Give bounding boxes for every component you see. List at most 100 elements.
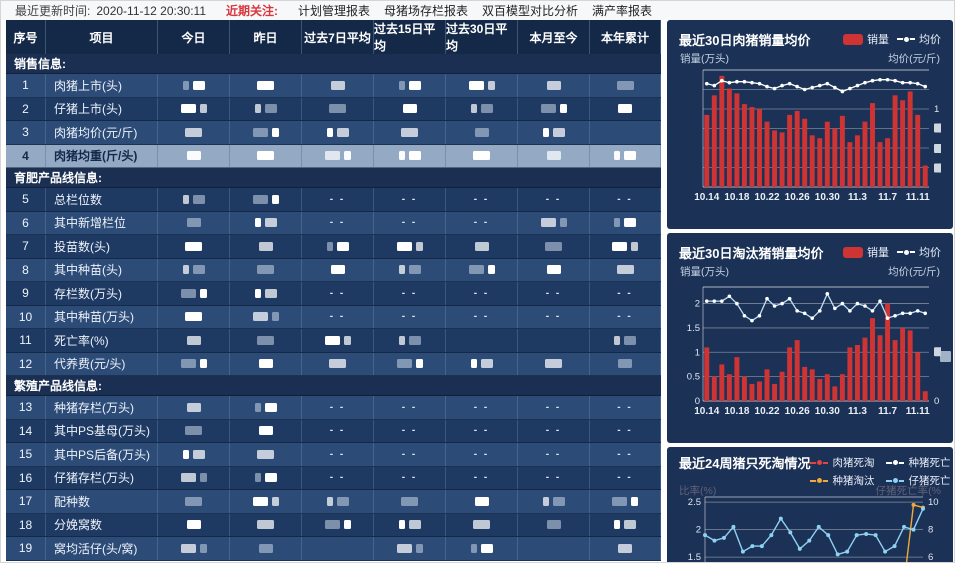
topbar-link[interactable]: 双百模型对比分析 <box>482 4 579 18</box>
table-row[interactable]: 8 其中种苗(头) <box>6 258 661 282</box>
topbar-link[interactable]: 母猪场存栏报表 <box>384 4 469 18</box>
redacted-value-block <box>336 496 349 506</box>
legend-item[interactable]: 仔猪死亡 <box>886 473 950 488</box>
row-name: 其中种苗(头) <box>46 258 158 281</box>
table-row[interactable]: 12 代养费(元/头) <box>6 352 661 376</box>
table-row[interactable]: 15 其中PS后备(万头) - - - - - - - - - - <box>6 443 661 467</box>
row-name: 配种数 <box>46 490 158 513</box>
redacted-value-block <box>185 312 202 322</box>
data-cell <box>230 258 302 281</box>
table-row[interactable]: 4 肉猪均重(斤/头) <box>6 144 661 168</box>
legend-label: 仔猪死亡 <box>908 475 951 487</box>
data-cell <box>230 396 302 419</box>
chart-panel-death-cull: 最近24周猪只死淘情况 肉猪死淘 种猪死亡 种猪淘汰 仔猪死亡 比率(%) 仔猪死亡率… <box>667 447 953 563</box>
no-data-dash: - - <box>329 401 346 413</box>
table-row[interactable]: 14 其中PS基母(万头) - - - - - - - - - - <box>6 419 661 443</box>
redacted-value-block <box>182 265 189 275</box>
redacted-value-block <box>408 151 421 161</box>
data-cell <box>230 188 302 211</box>
redacted-value-block <box>271 194 279 204</box>
legend-item[interactable]: 均价 <box>897 31 941 47</box>
redacted-value-block <box>182 194 189 204</box>
legend-item[interactable]: 销量 <box>843 31 889 47</box>
table-row[interactable]: 17 配种数 <box>6 490 661 514</box>
legend-label: 销量 <box>867 34 889 46</box>
data-cell <box>590 211 661 234</box>
legend-item[interactable]: 肉猪死淘 <box>810 455 874 470</box>
data-cell: - - <box>446 211 518 234</box>
no-data-dash: - - <box>473 472 490 484</box>
data-cell <box>230 419 302 442</box>
redacted-value-block <box>185 496 202 506</box>
data-cell <box>230 282 302 305</box>
table-row[interactable]: 5 总栏位数 - - - - - - - - - - <box>6 188 661 212</box>
legend-item[interactable]: 均价 <box>897 244 941 260</box>
table-row[interactable]: 7 投苗数(头) <box>6 235 661 259</box>
table-row[interactable]: 10 其中种苗(万头) - - - - - - - - - - <box>6 305 661 329</box>
row-name: 存栏数(万头) <box>46 282 158 305</box>
redacted-value-block <box>616 80 634 90</box>
redacted-value-block <box>252 312 268 322</box>
table-row[interactable]: 9 存栏数(万头) - - - - - - - - - - <box>6 282 661 306</box>
row-index: 4 <box>6 144 46 167</box>
data-cell <box>518 121 590 144</box>
row-index: 14 <box>6 419 46 442</box>
data-cell: - - <box>590 305 661 328</box>
redacted-value-block <box>474 241 489 251</box>
row-name: 肉猪均价(元/斤) <box>46 121 158 144</box>
topbar-link[interactable]: 满产率报表 <box>592 4 653 18</box>
data-cell <box>374 121 446 144</box>
data-cell <box>302 97 374 120</box>
chart-legend-0: 销量 均价 <box>843 31 941 47</box>
row-index: 13 <box>6 396 46 419</box>
legend-item[interactable]: 销量 <box>843 244 889 260</box>
topbar-link[interactable]: 计划管理报表 <box>298 4 371 18</box>
data-cell <box>158 282 230 305</box>
data-cell <box>302 235 374 258</box>
redacted-value-block <box>468 80 484 90</box>
svg-text:1: 1 <box>934 104 939 115</box>
table-row[interactable]: 2 仔猪上市(头) <box>6 97 661 121</box>
table-row[interactable]: 1 肉猪上市(头) <box>6 74 661 98</box>
data-cell: - - <box>446 466 518 489</box>
redacted-value-block <box>264 218 277 228</box>
redacted-value-block <box>624 151 636 161</box>
no-data-dash: - - <box>473 311 490 323</box>
legend-item[interactable]: 种猪淘汰 <box>810 473 874 488</box>
redacted-value-block <box>326 127 333 137</box>
data-cell <box>518 97 590 120</box>
table-row[interactable]: 19 窝均活仔(头/窝) <box>6 537 661 561</box>
row-index: 6 <box>6 211 46 234</box>
no-data-dash: - - <box>473 425 490 437</box>
svg-text:1.5: 1.5 <box>687 323 700 334</box>
svg-text:1.5: 1.5 <box>688 552 701 563</box>
redacted-value-block <box>186 520 201 530</box>
table-header-row: 序号 项目 今日 昨日 过去7日平均 过去15日平均 过去30日平均 本月至今 本年累计 <box>6 20 661 54</box>
table-row[interactable]: 16 仔猪存栏(万头) - - - - - - - - - - <box>6 466 661 490</box>
redacted-value-block <box>271 127 279 137</box>
data-cell: - - <box>374 211 446 234</box>
table-row[interactable]: 11 死亡率(%) <box>6 329 661 353</box>
data-cell <box>374 490 446 513</box>
row-index: 10 <box>6 305 46 328</box>
redacted-value-block <box>199 359 207 369</box>
redacted-value-block <box>398 265 405 275</box>
table-row[interactable]: 3 肉猪均价(元/斤) <box>6 121 661 145</box>
table-row[interactable]: 13 种猪存栏(万头) - - - - - - - - - - <box>6 396 661 420</box>
report-table: 序号 项目 今日 昨日 过去7日平均 过去15日平均 过去30日平均 本月至今 本年累计 销售信息… <box>6 20 661 561</box>
row-name: 死亡率(%) <box>46 329 158 352</box>
redacted-value-block <box>258 241 273 251</box>
legend-item[interactable]: 种猪死亡 <box>886 455 950 470</box>
data-cell <box>230 235 302 258</box>
redacted-value-block <box>264 473 277 483</box>
data-cell: - - <box>302 305 374 328</box>
table-row[interactable]: 6 其中新增栏位 - - - - - - <box>6 211 661 235</box>
chart-panel-pig-sales: 最近30日肉猪销量均价 销量 均价 销量(万头) 均价(元/斤) 1 10.14 10… <box>667 20 953 229</box>
y-right-axis-label: 均价(元/斤) <box>888 265 940 278</box>
data-cell <box>158 419 230 442</box>
table-row[interactable]: 18 分娩窝数 <box>6 513 661 537</box>
chart-legend-2: 肉猪死淘 种猪死亡 种猪淘汰 仔猪死亡 <box>810 455 950 488</box>
no-data-dash: - - <box>617 472 633 484</box>
no-data-dash: - - <box>617 193 633 205</box>
redacted-value-block <box>552 127 565 137</box>
